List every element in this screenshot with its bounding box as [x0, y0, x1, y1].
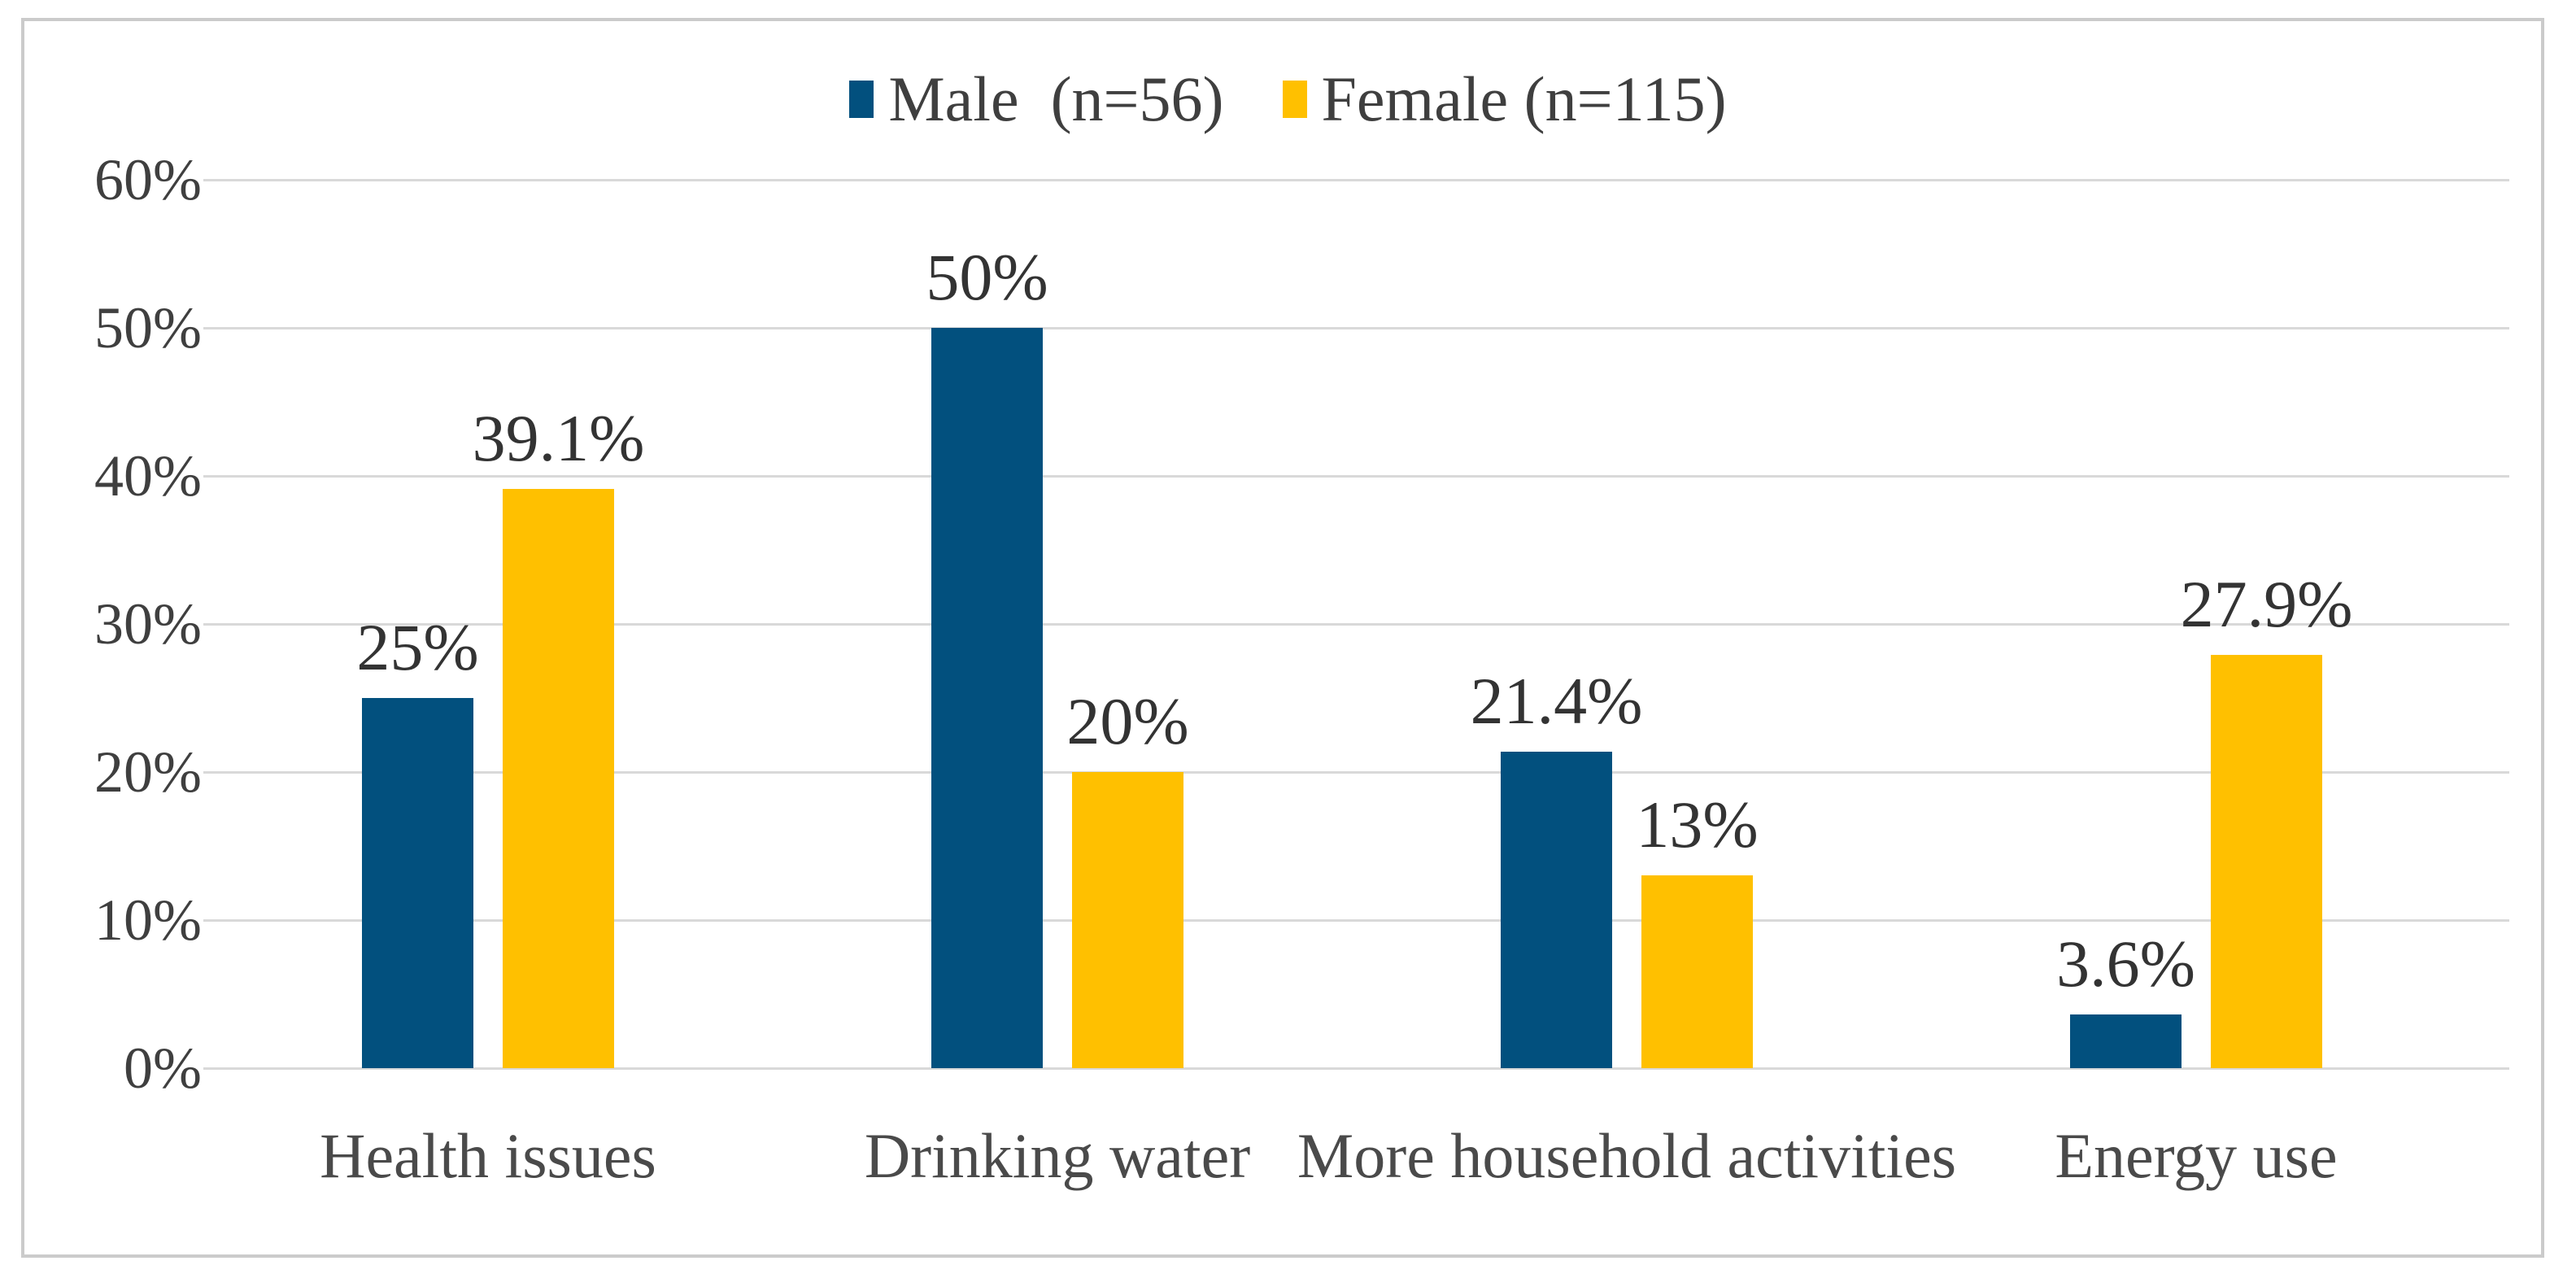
bar-male-more-household-activities [1501, 751, 1612, 1068]
value-label-male-energy-use: 3.6% [2056, 927, 2195, 1001]
gridline-20 [203, 771, 2509, 774]
bar-female-more-household-activities [1641, 875, 1753, 1068]
legend-swatch-icon [1282, 81, 1307, 118]
gridline-10 [203, 919, 2509, 922]
bar-male-health-issues [362, 698, 473, 1068]
value-label-male-drinking-water: 50% [926, 240, 1048, 314]
category-label-health-issues: Health issues [320, 1120, 656, 1191]
chart-legend: Male (n=56) Female (n=115) [0, 50, 2576, 148]
y-axis-tick-label-60: 60% [94, 147, 202, 212]
gridline-60 [203, 179, 2509, 181]
value-label-female-drinking-water: 20% [1066, 684, 1189, 758]
bar-male-drinking-water [931, 328, 1043, 1068]
y-axis-tick-label-10: 10% [94, 888, 202, 953]
y-axis-tick-label-0: 0% [124, 1036, 202, 1101]
value-label-male-health-issues: 25% [356, 610, 479, 684]
bar-male-energy-use [2070, 1014, 2182, 1068]
value-label-male-more-household-activities: 21.4% [1470, 663, 1643, 738]
category-label-energy-use: Energy use [2055, 1120, 2338, 1191]
bar-female-health-issues [503, 489, 614, 1068]
gridline-50 [203, 327, 2509, 329]
y-axis-tick-label-50: 50% [94, 295, 202, 360]
gridline-0 [203, 1067, 2509, 1070]
gridline-40 [203, 475, 2509, 478]
legend-swatch-icon [849, 81, 874, 118]
legend-item-male: Male (n=56) [849, 63, 1224, 134]
category-label-more-household-activities: More household activities [1297, 1120, 1957, 1191]
value-label-female-energy-use: 27.9% [2180, 567, 2353, 642]
y-axis-tick-label-30: 30% [94, 591, 202, 657]
gridline-30 [203, 623, 2509, 626]
y-axis-tick-label-20: 20% [94, 739, 202, 805]
bar-female-drinking-water [1072, 772, 1183, 1068]
category-label-drinking-water: Drinking water [864, 1120, 1251, 1191]
legend-label: Male (n=56) [888, 63, 1224, 134]
bar-female-energy-use [2211, 655, 2322, 1068]
legend-item-female: Female (n=115) [1282, 63, 1727, 134]
value-label-female-more-household-activities: 13% [1636, 787, 1759, 862]
value-label-female-health-issues: 39.1% [472, 401, 645, 476]
legend-label: Female (n=115) [1321, 63, 1727, 134]
y-axis-tick-label-40: 40% [94, 443, 202, 508]
